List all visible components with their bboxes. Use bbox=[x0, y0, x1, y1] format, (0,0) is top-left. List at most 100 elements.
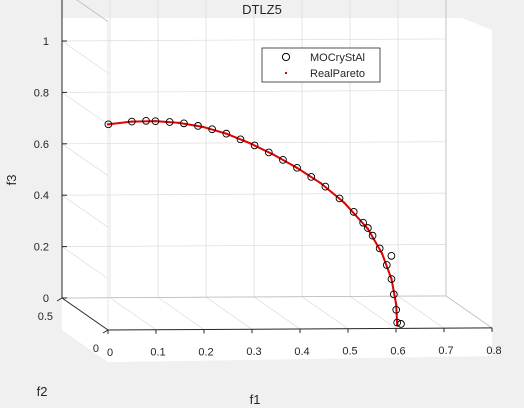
axes-box-edge bbox=[61, 295, 447, 299]
real-pareto-series bbox=[107, 120, 399, 327]
real-pareto-point bbox=[343, 201, 346, 204]
mocrystal-point bbox=[180, 119, 188, 128]
y-tick bbox=[102, 329, 109, 334]
grid-line-z-back bbox=[61, 38, 447, 42]
mocrystal-point bbox=[387, 252, 396, 260]
mocrystal-point bbox=[397, 320, 405, 328]
mocrystal-point bbox=[250, 141, 259, 150]
mocrystal-point bbox=[382, 261, 391, 269]
z-tick-label: 0.4 bbox=[34, 190, 49, 202]
mocrystal-point bbox=[127, 117, 136, 126]
mocrystal-point bbox=[142, 117, 150, 125]
chart-title: DTLZ5 bbox=[242, 2, 282, 17]
real-pareto-point bbox=[396, 324, 399, 327]
mocrystal-point bbox=[264, 148, 273, 157]
grid-line-z-back bbox=[61, 192, 447, 196]
grid-line-x-floor bbox=[205, 296, 253, 330]
grid-line-z-side bbox=[61, 40, 109, 74]
z-tick-label: 0.8 bbox=[34, 87, 49, 99]
grid-line-z-back bbox=[61, 89, 447, 93]
x-tick-label: 0.5 bbox=[342, 346, 357, 358]
grid-line-x-floor bbox=[397, 295, 445, 329]
z-tick-label: 0 bbox=[43, 293, 49, 305]
y-tick-label: 0 bbox=[93, 343, 99, 355]
grid-line-z-side bbox=[61, 246, 109, 279]
mocrystal-point bbox=[293, 163, 301, 172]
y-tick-label: 0.5 bbox=[38, 311, 53, 323]
grid-line-z-side bbox=[61, 143, 109, 177]
mocrystal-point bbox=[392, 305, 401, 314]
x-tick-label: 0.8 bbox=[486, 345, 501, 357]
mocrystal-point bbox=[364, 224, 372, 232]
mocrystal-point bbox=[165, 118, 174, 126]
mocrystal-point bbox=[349, 208, 358, 216]
legend-marker-realpareto bbox=[285, 72, 287, 74]
x-tick-label: 0.3 bbox=[246, 346, 261, 358]
grid-line-z-side bbox=[61, 194, 109, 228]
real-pareto-point bbox=[395, 303, 398, 306]
z-tick-label: 0.2 bbox=[34, 242, 49, 254]
grid-line-x-floor bbox=[157, 297, 205, 330]
back-wall-plane bbox=[62, 18, 492, 362]
floor-plane bbox=[62, 325, 492, 362]
x-tick-label: 0.6 bbox=[390, 345, 405, 357]
z-tick-label: 1 bbox=[43, 36, 49, 48]
real-pareto-point bbox=[178, 121, 181, 124]
grid-line-x-floor bbox=[349, 296, 397, 329]
mocrystal-point bbox=[321, 182, 330, 191]
real-pareto-point bbox=[296, 166, 299, 169]
axis-layer bbox=[56, 0, 493, 334]
real-pareto-line bbox=[107, 120, 399, 326]
mocrystal-point bbox=[194, 122, 202, 130]
y-axis-label: f2 bbox=[37, 384, 48, 399]
legend-label-mocrystal: MOCryStAl bbox=[310, 52, 365, 64]
z-tick-label: 0.6 bbox=[34, 139, 49, 151]
x-tick-label: 0.2 bbox=[198, 346, 213, 358]
y-axis-line bbox=[61, 297, 109, 331]
axes-box-edge bbox=[445, 295, 493, 329]
mocrystal-point bbox=[151, 117, 160, 126]
mocrystal-point bbox=[104, 120, 113, 129]
mocrystal-point bbox=[222, 129, 231, 138]
real-pareto-point bbox=[366, 227, 369, 230]
real-pareto-point bbox=[390, 278, 393, 281]
x-tick-label: 0.7 bbox=[438, 345, 453, 357]
legend-marker-mocrystal bbox=[281, 52, 291, 62]
mocrystal-point bbox=[389, 290, 398, 299]
mocrystal-point bbox=[359, 218, 368, 227]
mocrystal-point bbox=[368, 231, 377, 240]
legend: MOCryStAl RealPareto bbox=[261, 47, 381, 83]
legend-box bbox=[261, 47, 381, 83]
grid-line-z-back bbox=[61, 244, 447, 247]
grid-line-z-side bbox=[61, 92, 109, 125]
real-pareto-point bbox=[225, 132, 228, 135]
mocrystal-point bbox=[208, 125, 216, 134]
x-tick-label: 0.1 bbox=[150, 347, 165, 359]
x-tick-label: 0 bbox=[107, 347, 113, 359]
real-pareto-point bbox=[107, 123, 109, 126]
grid-line-x-floor bbox=[109, 297, 157, 331]
grid-line-z-back bbox=[61, 141, 447, 145]
real-pareto-point bbox=[248, 142, 251, 145]
mocrystal-point bbox=[236, 135, 245, 144]
real-pareto-point bbox=[381, 252, 384, 255]
mocrystal-point bbox=[387, 275, 396, 283]
grid-line-x-floor bbox=[301, 296, 349, 329]
z-axis-label: f3 bbox=[4, 175, 19, 186]
axes-box-edge bbox=[76, 0, 109, 22]
mocrystal-point bbox=[375, 244, 384, 253]
y-tick bbox=[56, 297, 63, 302]
mocrystal-point bbox=[393, 318, 402, 327]
mocrystal-point bbox=[279, 156, 287, 164]
mocrystal-point bbox=[335, 194, 344, 203]
mocrystal-series bbox=[104, 117, 405, 328]
tick-labels: 0 0.1 0.2 0.3 0.4 0.5 0.6 0.7 0.8 0 0.5 0 0.2 0.4 0.6 0… bbox=[34, 36, 502, 359]
x-axis-label: f1 bbox=[250, 392, 261, 407]
real-pareto-point bbox=[154, 120, 157, 123]
real-pareto-point bbox=[319, 182, 322, 185]
grid-line-x-floor bbox=[253, 296, 301, 330]
legend-label-realpareto: RealPareto bbox=[310, 68, 365, 80]
x-tick-label: 0.4 bbox=[294, 346, 309, 358]
real-pareto-point bbox=[130, 120, 133, 123]
